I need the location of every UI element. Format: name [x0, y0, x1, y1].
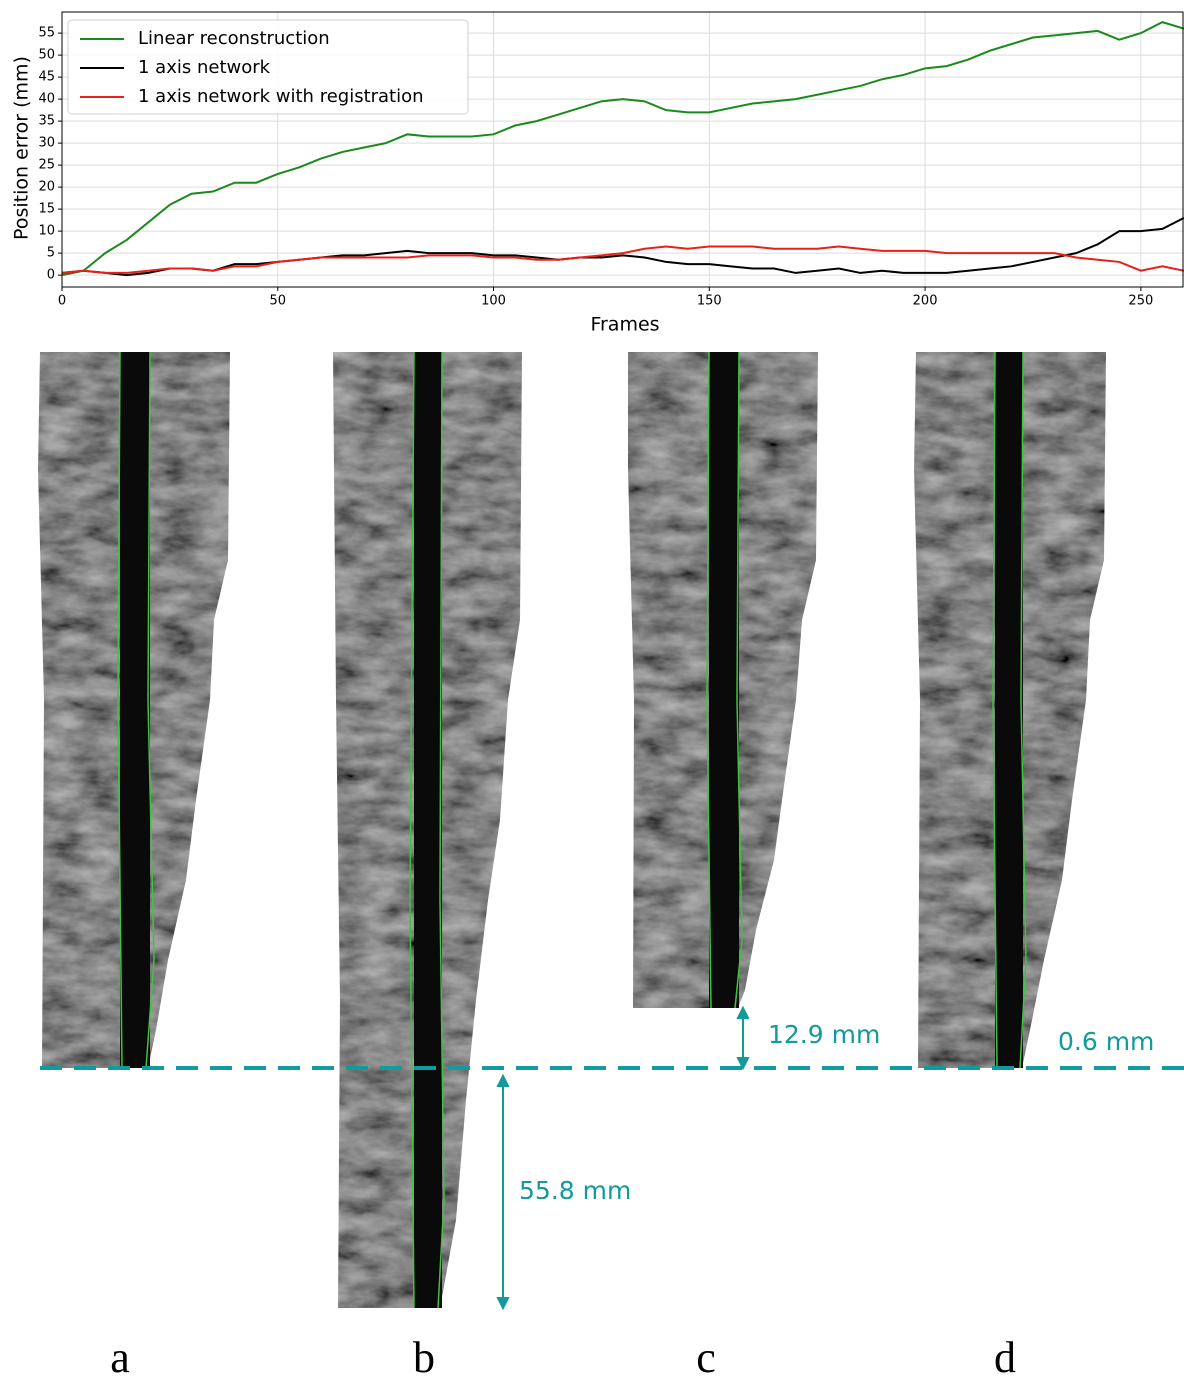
y-tick-label: 30 [38, 136, 55, 151]
y-tick-label: 0 [47, 268, 55, 283]
legend: Linear reconstruction 1 axis network 1 axi… [68, 20, 468, 114]
measurement: 0.6 mm [1058, 1027, 1154, 1056]
x-tick-label: 200 [913, 294, 938, 309]
y-tick-label: 45 [38, 70, 55, 85]
y-tick-label: 15 [38, 202, 55, 217]
figure: Position error (mm) Frames 12.9 mm 55.8 … [0, 0, 1184, 1384]
legend-label: 1 axis network [138, 57, 271, 78]
arrows [498, 1008, 748, 1308]
x-axis-label: Frames [590, 314, 659, 336]
panel-a [38, 352, 230, 1068]
panel-label: a [110, 1333, 130, 1382]
x-tick-label: 250 [1128, 294, 1153, 309]
measurement: 55.8 mm [519, 1176, 631, 1205]
panel-d [914, 352, 1106, 1068]
y-tick-label: 55 [38, 26, 55, 41]
panel-label: b [413, 1333, 435, 1382]
panel-b [333, 352, 522, 1308]
x-tick-label: 150 [697, 294, 722, 309]
x-tick-label: 0 [58, 294, 66, 309]
legend-label: Linear reconstruction [138, 28, 330, 49]
y-tick-label: 5 [47, 246, 55, 261]
plot: 0 5 10 15 20 25 30 35 40 45 50 55 0 50 100 150 200 250 Lin… [38, 12, 1184, 309]
y-tick-label: 25 [38, 158, 55, 173]
y-axis-label: Position error (mm) [11, 56, 33, 240]
panel-label: d [994, 1333, 1016, 1382]
legend-label: 1 axis network with registration [138, 86, 424, 107]
line-series [62, 247, 1184, 273]
measurement: 12.9 mm [768, 1020, 880, 1049]
panel-c [628, 352, 818, 1008]
y-tick-label: 10 [38, 224, 55, 239]
y-tick-label: 40 [38, 92, 55, 107]
y-tick-label: 20 [38, 180, 55, 195]
y-tick-label: 50 [38, 48, 55, 63]
y-tick-label: 35 [38, 114, 55, 129]
x-tick-label: 50 [269, 294, 286, 309]
x-tick-label: 100 [481, 294, 506, 309]
panel-label: c [696, 1333, 716, 1382]
page: Position error (mm) Frames 12.9 mm 55.8 … [0, 0, 1184, 1384]
